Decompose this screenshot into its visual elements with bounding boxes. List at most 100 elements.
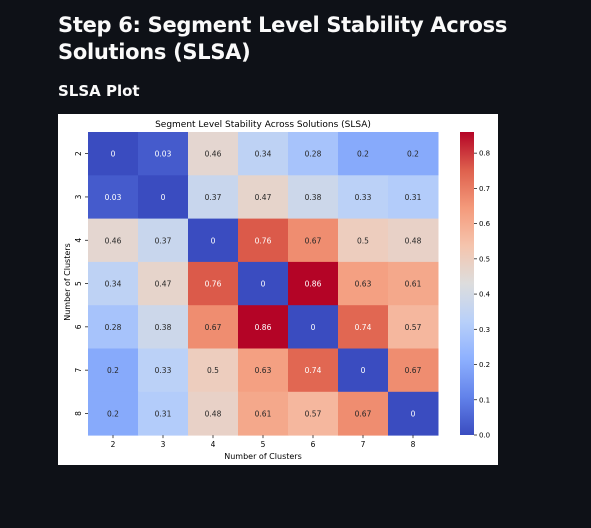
cell-value-label: 0 bbox=[211, 236, 216, 245]
heatmap-cell bbox=[188, 132, 239, 176]
y-tick-label: 6 bbox=[74, 324, 83, 329]
y-tick-label: 3 bbox=[74, 194, 83, 199]
cell-value-label: 0.2 bbox=[107, 366, 119, 375]
cell-value-label: 0 bbox=[111, 150, 116, 159]
cell-value-label: 0.67 bbox=[205, 323, 222, 332]
heatmap-cell bbox=[138, 261, 189, 306]
x-tick-label: 2 bbox=[111, 440, 116, 449]
x-tick-label: 6 bbox=[311, 440, 316, 449]
heatmap-cell bbox=[288, 391, 339, 436]
cell-value-label: 0.37 bbox=[155, 236, 172, 245]
y-axis-ticks: 2 3 4 5 6 7 8 bbox=[74, 151, 88, 416]
y-tick-label: 4 bbox=[74, 238, 83, 243]
cell-value-label: 0.63 bbox=[355, 280, 372, 289]
colorbar-tick-label: 0.4 bbox=[479, 291, 491, 299]
heatmap-cell bbox=[188, 261, 239, 306]
y-tick-label: 7 bbox=[74, 368, 83, 373]
heatmap-cell bbox=[138, 348, 189, 393]
cell-value-label: 0.46 bbox=[105, 236, 122, 245]
heatmap-cell bbox=[238, 218, 289, 263]
page-title: Step 6: Segment Level Stability Across S… bbox=[58, 13, 508, 64]
colorbar-tick-label: 0.6 bbox=[479, 220, 491, 228]
cell-value-label: 0.76 bbox=[255, 236, 272, 245]
heatmap-cell bbox=[388, 218, 439, 263]
heatmap-cell bbox=[388, 391, 439, 436]
cell-value-label: 0.5 bbox=[357, 236, 369, 245]
heatmap-cell bbox=[188, 391, 239, 436]
heatmap-cell bbox=[288, 261, 339, 306]
heatmap-cell bbox=[188, 348, 239, 393]
cell-value-label: 0.86 bbox=[255, 323, 272, 332]
colorbar-ticks: 0.0 0.1 0.2 0.3 0.4 0.5 0.6 0.7 0.8 bbox=[474, 150, 491, 440]
heatmap-cell bbox=[88, 261, 139, 306]
cell-value-label: 0.5 bbox=[207, 366, 219, 375]
cell-value-label: 0.67 bbox=[405, 366, 422, 375]
heatmap-cell bbox=[288, 218, 339, 263]
heatmap-cell bbox=[288, 132, 339, 176]
cell-value-label: 0 bbox=[311, 323, 316, 332]
y-tick-label: 8 bbox=[74, 411, 83, 416]
cell-value-label: 0.2 bbox=[107, 409, 119, 418]
cell-value-label: 0.67 bbox=[305, 236, 322, 245]
cell-value-label: 0 bbox=[261, 280, 266, 289]
colorbar bbox=[460, 132, 474, 435]
cell-value-label: 0.48 bbox=[205, 409, 222, 418]
cell-value-label: 0.47 bbox=[255, 193, 272, 202]
slsa-heatmap: Segment Level Stability Across Solutions… bbox=[63, 120, 491, 461]
cell-value-label: 0.31 bbox=[155, 409, 172, 418]
cell-value-label: 0.34 bbox=[105, 280, 122, 289]
heatmap-cell bbox=[88, 218, 139, 263]
heatmap-cell bbox=[388, 261, 439, 306]
heatmap-cell bbox=[338, 305, 389, 349]
cell-value-label: 0.74 bbox=[305, 366, 322, 375]
cell-value-label: 0.46 bbox=[205, 150, 222, 159]
heatmap-cell bbox=[88, 175, 139, 220]
heatmap-cell bbox=[238, 261, 289, 306]
cell-value-label: 0.2 bbox=[357, 150, 369, 159]
heatmap-cell bbox=[388, 305, 439, 349]
heatmap-cell bbox=[238, 348, 289, 393]
heatmap-cell bbox=[88, 305, 139, 349]
colorbar-tick-label: 0.1 bbox=[479, 396, 490, 404]
heatmap-cell bbox=[88, 132, 139, 176]
heatmap-cell bbox=[138, 218, 189, 263]
x-tick-label: 3 bbox=[161, 440, 166, 449]
heatmap-cell bbox=[288, 305, 339, 349]
cell-value-label: 0.38 bbox=[305, 193, 322, 202]
heatmap-cell bbox=[238, 132, 289, 176]
cell-value-label: 0.03 bbox=[105, 193, 122, 202]
cell-value-label: 0.31 bbox=[405, 193, 422, 202]
cell-value-label: 0.47 bbox=[155, 280, 172, 289]
cell-value-label: 0.76 bbox=[205, 280, 222, 289]
y-axis-label: Number of Clusters bbox=[63, 243, 72, 321]
heatmap-cell bbox=[238, 391, 289, 436]
heatmap-cell bbox=[288, 175, 339, 220]
heatmap-cell bbox=[188, 218, 239, 263]
colorbar-tick-label: 0.5 bbox=[479, 255, 490, 263]
cell-value-label: 0.57 bbox=[305, 409, 322, 418]
cell-value-label: 0.57 bbox=[405, 323, 422, 332]
x-tick-label: 5 bbox=[261, 440, 266, 449]
heatmap-cell bbox=[338, 132, 389, 176]
heatmap-cells: 0 0.03 0.46 0.34 0.28 0.2 0.2 0.03 0 0.37 0.47 0.38… bbox=[88, 132, 439, 436]
heatmap-cell bbox=[338, 218, 389, 263]
x-axis-ticks: 2 3 4 5 6 7 8 bbox=[111, 435, 416, 449]
y-tick-label: 5 bbox=[74, 281, 83, 286]
cell-value-label: 0 bbox=[361, 366, 366, 375]
slsa-plot-image: Segment Level Stability Across Solutions… bbox=[58, 114, 498, 465]
cell-value-label: 0.28 bbox=[105, 323, 122, 332]
heatmap-cell bbox=[238, 175, 289, 220]
cell-value-label: 0.33 bbox=[155, 366, 172, 375]
cell-value-label: 0.86 bbox=[305, 280, 322, 289]
colorbar-tick-label: 0.8 bbox=[479, 150, 490, 158]
heatmap-cell bbox=[138, 132, 189, 176]
heatmap-cell bbox=[88, 348, 139, 393]
cell-value-label: 0.2 bbox=[407, 150, 419, 159]
x-tick-label: 7 bbox=[361, 440, 366, 449]
heatmap-cell bbox=[338, 348, 389, 393]
section-subtitle: SLSA Plot bbox=[58, 82, 140, 100]
cell-value-label: 0.61 bbox=[255, 409, 272, 418]
heatmap-cell bbox=[288, 348, 339, 393]
colorbar-tick-label: 0.3 bbox=[479, 326, 490, 334]
cell-value-label: 0 bbox=[411, 409, 416, 418]
